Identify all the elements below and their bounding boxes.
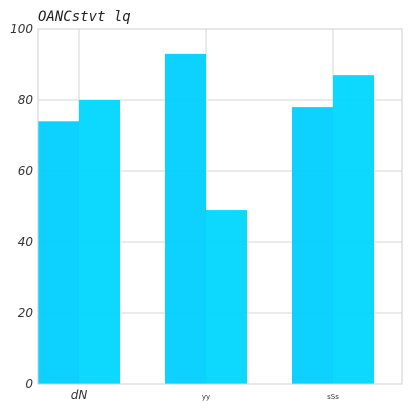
x-tick-label: dN bbox=[71, 388, 88, 402]
y-tick-label: 0 bbox=[25, 377, 33, 391]
y-tick-label: 80 bbox=[18, 93, 34, 107]
bar bbox=[79, 100, 120, 384]
plot-frame bbox=[37, 28, 403, 385]
bar bbox=[206, 210, 247, 384]
bar bbox=[333, 75, 374, 385]
x-tick-label: sSs bbox=[327, 393, 339, 401]
bar bbox=[292, 107, 333, 384]
bar bbox=[38, 121, 79, 385]
bar bbox=[165, 53, 206, 384]
y-tick-label: 60 bbox=[18, 164, 34, 178]
y-axis-ticks: 0 20 40 60 80 100 bbox=[10, 22, 33, 391]
x-axis-ticks: dN yy sSs bbox=[71, 388, 340, 402]
y-tick-label: 100 bbox=[10, 22, 33, 36]
y-tick-label: 20 bbox=[18, 306, 34, 320]
chart-title: OANCstvt lq bbox=[38, 9, 131, 25]
y-tick-label: 40 bbox=[18, 235, 34, 249]
bars bbox=[38, 53, 374, 385]
x-tick-label: yy bbox=[202, 393, 210, 401]
